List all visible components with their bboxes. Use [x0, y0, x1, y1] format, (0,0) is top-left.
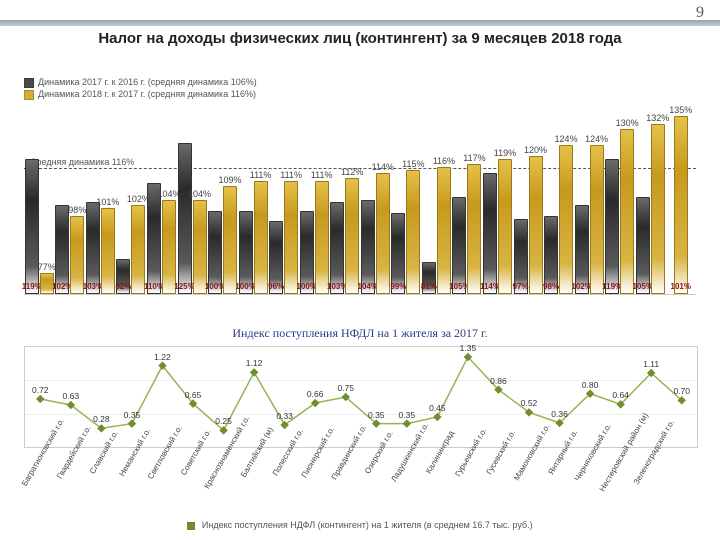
- top-chart-legend: Динамика 2017 г. к 2016 г. (средняя дина…: [24, 76, 696, 100]
- bar-group: 100%111%: [238, 181, 269, 294]
- bar-group: 119%77%: [24, 159, 55, 294]
- top-chart-plot: Средняя динамика 116% 119%77%102%98%103%…: [24, 104, 696, 295]
- bar-group: 100%109%: [207, 186, 238, 294]
- bar-group: 119%130%: [604, 129, 635, 294]
- legend-b: Динамика 2018 г. к 2017 г. (средняя дина…: [38, 89, 256, 99]
- bar-group: 99%115%: [391, 170, 422, 294]
- bar-group: 103%101%: [85, 202, 116, 294]
- bar-group: 104%114%: [360, 173, 391, 294]
- bar-group: 105%117%: [452, 164, 483, 294]
- bar-group: 102%98%: [55, 205, 86, 294]
- bar-group: 100%111%: [299, 181, 330, 294]
- bar-group: 96%111%: [268, 181, 299, 294]
- bar-group: 114%119%: [482, 159, 513, 294]
- subtitle: Индекс поступления НФДЛ на 1 жителя за 2…: [0, 326, 720, 341]
- x-axis-labels: Багратионовский г.о.Гвардейский г.о.Слав…: [24, 448, 696, 518]
- bar-group: 97%120%: [513, 156, 544, 294]
- top-bar-chart: Динамика 2017 г. к 2016 г. (средняя дина…: [24, 76, 696, 322]
- legend-a: Динамика 2017 г. к 2016 г. (средняя дина…: [38, 77, 257, 87]
- bar-groups: 119%77%102%98%103%101%82%102%110%104%125…: [24, 104, 696, 294]
- bar-group: 102%124%: [574, 145, 605, 294]
- bottom-line-chart: 0.720.630.280.351.220.650.251.120.330.66…: [24, 346, 696, 534]
- bottom-legend-text: Индекс поступления НДФЛ (контингент) на …: [202, 520, 533, 530]
- bar-group: 98%124%: [543, 145, 574, 294]
- bar-group: 125%104%: [177, 143, 208, 294]
- page-title: Налог на доходы физических лиц (континге…: [0, 30, 720, 47]
- bar-group: 82%102%: [116, 205, 147, 294]
- bar-group: 110%104%: [146, 183, 177, 294]
- bar-group: 105%132%: [635, 124, 666, 294]
- bar-group: 81%116%: [421, 167, 452, 294]
- decorative-divider: [0, 20, 720, 26]
- bottom-chart-legend: Индекс поступления НДФЛ (контингент) на …: [24, 520, 696, 530]
- bar-group: 103%112%: [329, 178, 360, 294]
